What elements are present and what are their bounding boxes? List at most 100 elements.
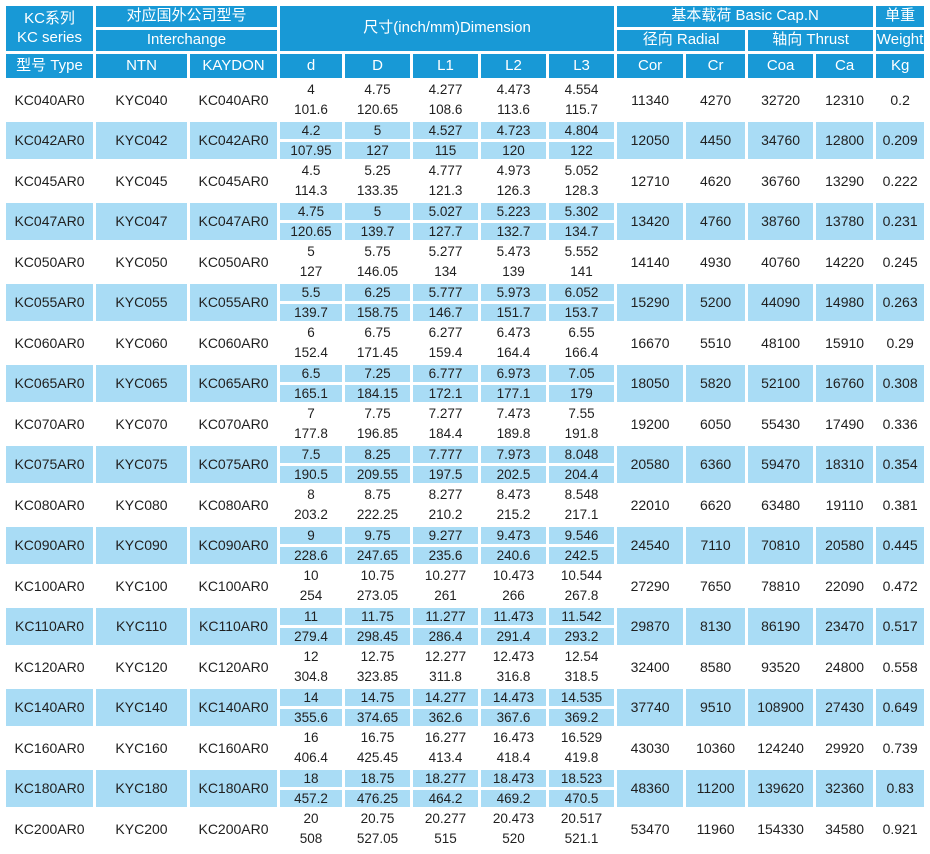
dim-inch-value: 18.523 <box>549 769 615 787</box>
cr-cell: 4930 <box>700 253 732 270</box>
coa-cell: 36760 <box>761 172 801 189</box>
dim-mm-value: 425.45 <box>356 750 399 766</box>
ntn-cell: KYC120 <box>115 658 168 675</box>
dim-D-cell: 16.75 425.45 <box>345 729 410 767</box>
dim-mm-value: 520 <box>502 831 525 847</box>
dim-inch-value: 7 <box>307 406 315 422</box>
dim-mm-value: 114.3 <box>294 183 328 199</box>
dim-inch-value: 4.473 <box>496 82 531 98</box>
type-cell: KC050AR0 <box>14 253 85 270</box>
dim-mm-value: 362.6 <box>413 708 479 726</box>
dim-mm-value: 247.65 <box>345 546 411 564</box>
dim-mm-value: 139.7 <box>345 222 411 240</box>
dim-inch-value: 4.554 <box>564 82 599 98</box>
dim-mm-value: 128.3 <box>564 183 599 199</box>
dim-d-cell: 6.5 165.1 <box>280 364 343 402</box>
dim-l2-cell: 6.973 177.1 <box>481 364 547 402</box>
ca-cell: 14980 <box>816 283 874 321</box>
dim-mm-value: 179 <box>549 384 615 402</box>
dim-inch-value: 6.052 <box>549 283 615 301</box>
type-cell: KC100AR0 <box>14 577 85 594</box>
weight-cell: 0.263 <box>876 283 925 321</box>
kaydon-cell: KC065AR0 <box>190 364 278 402</box>
type-cell: KC070AR0 <box>14 415 85 432</box>
dim-inch-value: 4.973 <box>496 163 531 179</box>
dim-l1-cell: 8.277 210.2 <box>413 486 478 524</box>
dim-d-cell: 5 127 <box>280 243 342 281</box>
dim-l1-cell: 7.277 184.4 <box>413 405 478 443</box>
dim-mm-value: 261 <box>434 588 457 604</box>
dim-inch-value: 5.552 <box>564 244 599 260</box>
cr-cell: 6050 <box>700 415 732 432</box>
coa-cell: 86190 <box>748 607 814 645</box>
dim-l2-cell: 18.473 469.2 <box>481 769 547 807</box>
cr-cell: 8130 <box>686 607 746 645</box>
dim-l2-cell: 4.973 126.3 <box>481 162 546 200</box>
header-interchange-en: Interchange <box>96 30 278 51</box>
dim-mm-value: 204.4 <box>549 465 615 483</box>
coa-cell: 154330 <box>757 820 804 837</box>
col-header-l1: L1 <box>413 54 479 78</box>
dim-l3-cell: 12.54 318.5 <box>549 648 614 686</box>
header-weight-zh: 单重 <box>876 6 925 27</box>
dim-inch-value: 16.529 <box>560 730 603 746</box>
coa-cell: 32720 <box>761 91 801 108</box>
dim-inch-value: 10.544 <box>560 568 603 584</box>
dim-inch-value: 4.5 <box>301 163 321 179</box>
dim-inch-value: 12.54 <box>564 649 599 665</box>
dim-mm-value: 133.35 <box>356 183 399 199</box>
dim-D-cell: 8.75 222.25 <box>345 486 410 524</box>
bearing-spec-table: KC系列 KC series 对应国外公司型号 尺寸(inch/mm)Dimen… <box>3 3 927 851</box>
dim-inch-value: 7.973 <box>481 445 547 463</box>
cor-cell: 12710 <box>630 172 670 189</box>
dim-mm-value: 279.4 <box>280 627 343 645</box>
col-header-D: D <box>345 54 411 78</box>
dim-D-cell: 7.25 184.15 <box>345 364 411 402</box>
dim-l2-cell: 16.473 418.4 <box>481 729 546 767</box>
dim-mm-value: 134.7 <box>549 222 615 240</box>
dim-inch-value: 18.277 <box>413 769 479 787</box>
dim-mm-value: 203.2 <box>294 507 328 523</box>
coa-cell: 93520 <box>761 658 801 675</box>
dim-inch-value: 6.25 <box>345 283 411 301</box>
header-weight-en: Weight <box>876 30 925 51</box>
dim-l3-cell: 6.052 153.7 <box>549 283 615 321</box>
dim-inch-value: 5.277 <box>428 244 463 260</box>
type-cell: KC180AR0 <box>6 769 93 807</box>
ntn-cell: KYC200 <box>115 820 168 837</box>
ntn-cell: KYC160 <box>115 739 168 756</box>
col-header-d: d <box>280 54 343 78</box>
cor-cell: 37740 <box>617 688 684 726</box>
dim-mm-value: 152.4 <box>294 345 328 361</box>
col-header-coa: Coa <box>748 54 814 78</box>
dim-mm-value: 141 <box>570 264 593 280</box>
dim-mm-value: 316.8 <box>496 669 531 685</box>
table-row: KC045AR0 KYC045 KC045AR0 4.5 114.3 5.25 13… <box>6 162 924 200</box>
weight-cell: 0.517 <box>876 607 925 645</box>
dim-inch-value: 7.05 <box>549 364 615 382</box>
dim-mm-value: 126.3 <box>496 183 531 199</box>
dim-l1-cell: 6.777 172.1 <box>413 364 479 402</box>
weight-cell: 0.2 <box>890 91 910 108</box>
dim-l3-cell: 4.804 122 <box>549 121 615 159</box>
cor-cell: 12050 <box>617 121 684 159</box>
ntn-cell: KYC060 <box>115 334 168 351</box>
dim-mm-value: 240.6 <box>481 546 547 564</box>
dim-mm-value: 273.05 <box>356 588 399 604</box>
table-row: KC140AR0 KYC140 KC140AR0 14 355.6 14.75 37… <box>6 688 925 726</box>
dim-inch-value: 7.55 <box>568 406 595 422</box>
kaydon-cell: KC070AR0 <box>198 415 269 432</box>
cr-cell: 10360 <box>696 739 736 756</box>
dim-d-cell: 14 355.6 <box>280 688 343 726</box>
ca-cell: 20580 <box>816 526 874 564</box>
cr-cell: 9510 <box>686 688 746 726</box>
dim-d-cell: 6 152.4 <box>280 324 342 362</box>
dim-mm-value: 515 <box>434 831 457 847</box>
col-header-l3: L3 <box>549 54 615 78</box>
dim-mm-value: 374.65 <box>345 708 411 726</box>
dim-inch-value: 9.75 <box>345 526 411 544</box>
dim-mm-value: 476.25 <box>345 789 411 807</box>
dim-mm-value: 406.4 <box>294 750 328 766</box>
dim-inch-value: 18 <box>280 769 343 787</box>
dim-mm-value: 521.1 <box>564 831 599 847</box>
